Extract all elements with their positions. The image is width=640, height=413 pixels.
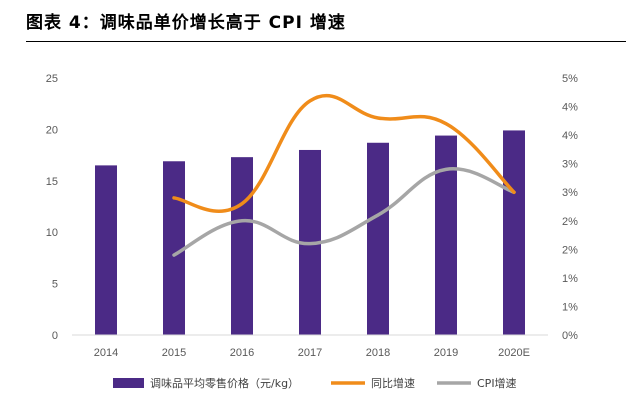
right-tick-label: 1% [562,301,578,313]
left-tick-label: 20 [46,124,58,136]
right-tick-label: 3% [562,159,578,171]
x-tick-label: 2016 [230,347,254,359]
right-tick-label: 2% [562,216,578,228]
left-tick-label: 10 [46,227,58,239]
right-tick-label: 0% [562,330,578,342]
legend-bar-label: 调味品平均零售价格（元/kg） [150,376,299,390]
legend-bar-swatch [113,378,144,388]
bar-2020E [503,130,525,335]
right-tick-label: 1% [562,273,578,285]
left-tick-label: 0 [52,330,58,342]
legend: 调味品平均零售价格（元/kg） 同比增速 CPI增速 [113,376,517,390]
right-axis: 0% 1% 1% 2% 2% 3% 3% 4% 4% 5% [562,73,578,342]
growth-line [172,93,516,213]
bar-2015 [163,161,185,335]
x-tick-label: 2020E [498,347,530,359]
right-tick-label: 4% [562,130,578,142]
x-tick-label: 2019 [434,347,458,359]
left-axis: 0 5 10 15 20 25 [46,73,58,342]
bar-2014 [95,165,117,335]
chart-title: 图表 4：调味品单价增长高于 CPI 增速 [26,13,346,33]
left-tick-label: 25 [46,73,58,85]
legend-growth-label: 同比增速 [371,376,415,390]
x-tick-label: 2014 [94,347,118,359]
bar-2018 [367,142,389,335]
right-tick-label: 2% [562,244,578,256]
x-axis: 2014 2015 2016 2017 2018 2019 2020E [94,347,530,359]
bar-series [95,130,525,335]
x-tick-label: 2017 [298,347,322,359]
bar-2019 [435,135,457,335]
legend-cpi-label: CPI增速 [477,376,517,390]
right-tick-label: 4% [562,102,578,114]
cpi-line [172,167,516,257]
title-divider [26,41,626,42]
line-series [172,93,516,257]
bar-2016 [231,157,253,335]
x-tick-label: 2018 [366,347,390,359]
left-tick-label: 15 [46,176,58,188]
right-tick-label: 3% [562,187,578,199]
left-tick-label: 5 [52,279,58,291]
x-tick-label: 2015 [162,347,186,359]
right-tick-label: 5% [562,73,578,85]
